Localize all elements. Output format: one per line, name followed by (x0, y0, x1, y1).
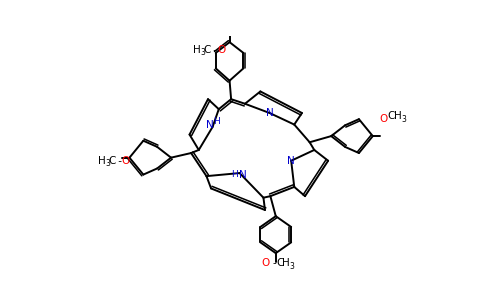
Text: -: - (210, 45, 217, 55)
Text: N: N (239, 169, 246, 180)
Text: N: N (266, 108, 273, 118)
Text: O: O (121, 156, 130, 166)
Text: H: H (393, 111, 401, 121)
Text: H: H (213, 117, 220, 126)
Text: H: H (231, 170, 238, 179)
Text: H: H (193, 45, 200, 55)
Text: O: O (218, 45, 226, 55)
Text: O: O (262, 258, 270, 268)
Text: C: C (276, 258, 283, 268)
Text: H: H (282, 258, 289, 268)
Text: N: N (287, 156, 295, 166)
Text: 3: 3 (106, 159, 110, 168)
Text: N: N (206, 120, 213, 130)
Text: 3: 3 (200, 48, 205, 57)
Text: -: - (272, 258, 276, 268)
Text: 3: 3 (401, 115, 406, 124)
Text: O: O (379, 114, 388, 124)
Text: -: - (115, 156, 122, 166)
Text: 3: 3 (289, 262, 294, 271)
Text: C: C (388, 111, 395, 121)
Text: C: C (109, 156, 116, 166)
Text: H: H (98, 156, 106, 166)
Text: C: C (204, 45, 211, 55)
